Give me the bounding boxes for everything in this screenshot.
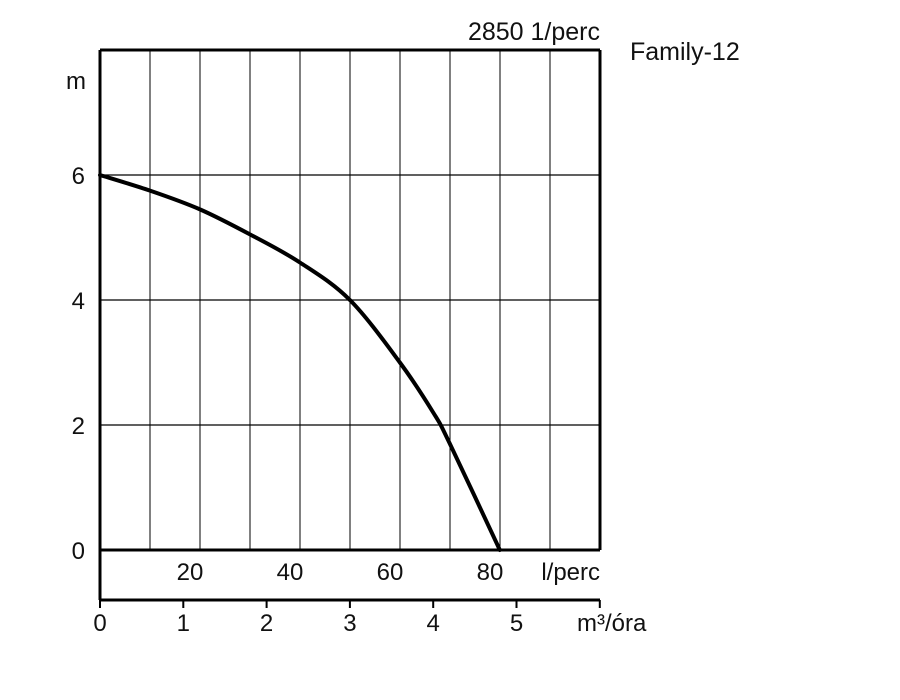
x-tick-label-m3h: 1 [177, 610, 190, 637]
x-tick-label-lpm: 80 [477, 559, 504, 586]
chart-subtitle: 2850 1/perc [468, 18, 600, 46]
y-axis-label: m [66, 68, 86, 95]
x-tick-label-m3h: 0 [93, 610, 106, 637]
x-tick-label-m3h: 3 [343, 610, 356, 637]
chart-title: Family-12 [630, 38, 740, 66]
y-tick-label: 0 [72, 538, 85, 565]
x-tick-label-lpm: 20 [177, 559, 204, 586]
x-tick-label-lpm: 60 [377, 559, 404, 586]
x-tick-label-m3h: 5 [510, 610, 523, 637]
x-tick-labels-lpm: 20 40 60 80 [177, 559, 504, 586]
x-axis-label-lpm: l/perc [541, 559, 600, 586]
x-tick-label-m3h: 4 [427, 610, 440, 637]
y-tick-label: 2 [72, 413, 85, 440]
x-tick-label-lpm: 40 [277, 559, 304, 586]
y-tick-labels: 0 2 4 6 [72, 163, 85, 565]
y-tick-label: 6 [72, 163, 85, 190]
y-tick-label: 4 [72, 288, 85, 315]
x-tick-labels-m3h: 0 1 2 3 4 5 [93, 610, 523, 637]
x-axis-label-m3h: m³/óra [577, 610, 647, 637]
x-tick-label-m3h: 2 [260, 610, 273, 637]
plot-frame [98, 48, 602, 608]
head-flow-curve [98, 173, 502, 552]
